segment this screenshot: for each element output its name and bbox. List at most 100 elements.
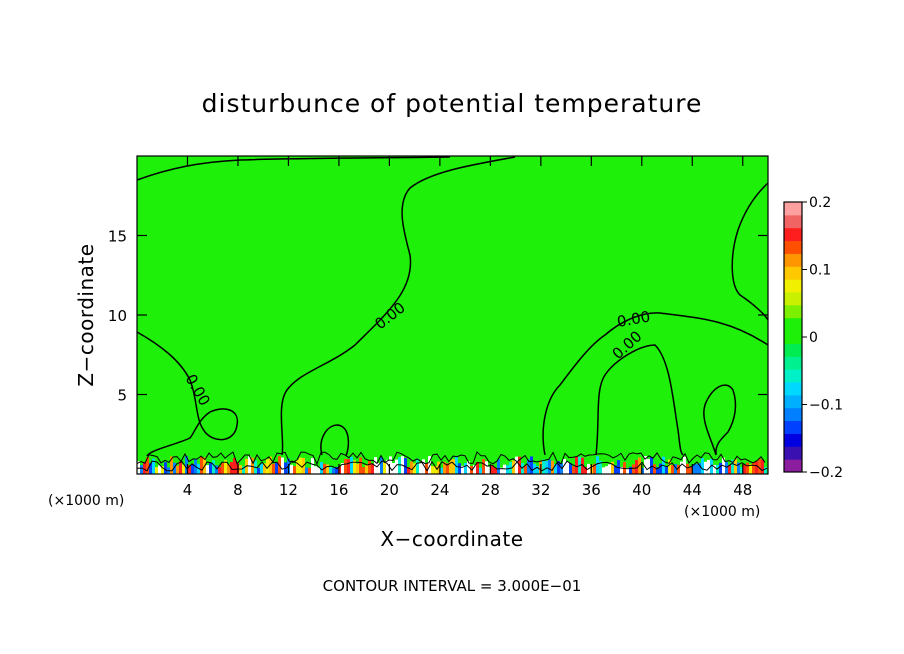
surface-cell [212,460,215,474]
surface-cell [422,459,425,474]
surface-cell [296,459,299,474]
contour-line [731,182,769,321]
surface-cell [434,465,437,474]
y-tick-label: 10 [108,307,127,325]
surface-cell [752,462,755,474]
surface-cell [140,465,143,474]
surface-cell [689,466,692,474]
surface-cell [143,461,146,474]
x-tick-label: 32 [531,481,550,499]
surface-cell [719,462,722,474]
surface-cell [746,462,749,474]
field-background [137,156,768,474]
surface-cell [431,466,434,474]
surface-cell [653,464,656,474]
surface-cell [749,464,752,474]
colorbar-swatch [784,317,802,332]
surface-cell [404,458,407,474]
surface-cell [563,459,566,474]
surface-cell [353,460,356,474]
surface-cell [323,463,326,474]
colorbar-tick-label: −0.2 [809,465,843,481]
contour-line [136,156,451,181]
surface-cell [524,465,527,474]
colorbar-swatch [784,420,802,434]
colorbar-tick-label: −0.1 [809,398,843,414]
surface-cell [581,457,584,474]
surface-cell [146,457,149,474]
surface-cell [263,463,266,474]
colorbar-swatch [784,446,802,460]
colorbar-ticks: 0.2 0.1 0 −0.1 −0.2 [802,195,843,481]
surface-cell [308,467,311,474]
surface-cell [629,466,632,474]
contour-line [280,156,516,456]
surface-cell [452,459,455,474]
surface-cell [410,461,413,474]
surface-cell [260,463,263,474]
surface-cell [272,463,275,474]
y-axis-label: Z−coordinate [74,243,98,386]
colorbar-swatch [784,459,802,473]
surface-cell [344,458,347,474]
surface-cell [281,457,284,474]
surface-cell [365,464,368,474]
surface-cell [332,467,335,474]
contour-line [136,331,239,457]
surface-cell [464,462,467,474]
colorbar [783,201,803,473]
surface-cell [503,464,506,474]
colorbar-swatch [784,304,802,319]
colorbar-swatch [784,253,802,267]
surface-cell [542,459,545,474]
surface-cell [251,457,254,474]
colorbar-swatch [784,433,802,447]
surface-cell [182,464,185,474]
surface-cell [674,464,677,474]
surface-cell [161,466,164,474]
surface-cell [584,466,587,474]
surface-cell [149,463,152,474]
surface-cell [626,467,629,474]
surface-cell [494,467,497,474]
surface-cell [527,459,530,474]
surface-cell [593,463,596,474]
surface-cell [614,465,617,474]
colorbar-swatch [784,407,802,422]
surface-cell [443,461,446,474]
colorbar-swatch [784,382,802,396]
surface-cell [329,466,332,474]
surface-cell [617,460,620,474]
surface-cell [686,463,689,474]
colorbar-swatch [784,330,802,344]
surface-cell [371,463,374,474]
surface-cell [467,461,470,474]
contour-line [542,312,769,456]
surface-cell [188,465,191,474]
surface-cell [311,458,314,474]
surface-cell [293,466,296,474]
surface-cell [368,460,371,474]
surface-cell [734,459,737,474]
x-unit-right: (×1000 m) [684,504,760,520]
surface-cell [221,463,224,474]
surface-cell [566,461,569,474]
colorbar-swatch [784,227,802,242]
surface-layer [136,451,768,474]
surface-cell [383,462,386,474]
colorbar-swatch [784,279,802,293]
surface-cell [635,459,638,474]
surface-cell [731,459,734,474]
plot-area: 0.00 0.00 0.00 0.00 4 8 12 16 20 24 28 32 36 40 44… [108,155,769,499]
surface-cell [224,460,227,474]
surface-cell [158,465,161,474]
x-tick-label: 28 [481,481,500,499]
surface-cell [266,459,269,474]
surface-cell [476,461,479,474]
surface-cell [152,458,155,474]
surface-cell [239,465,242,474]
colorbar-swatch [784,394,802,409]
surface-cell [326,464,329,474]
surface-cell [350,456,353,474]
